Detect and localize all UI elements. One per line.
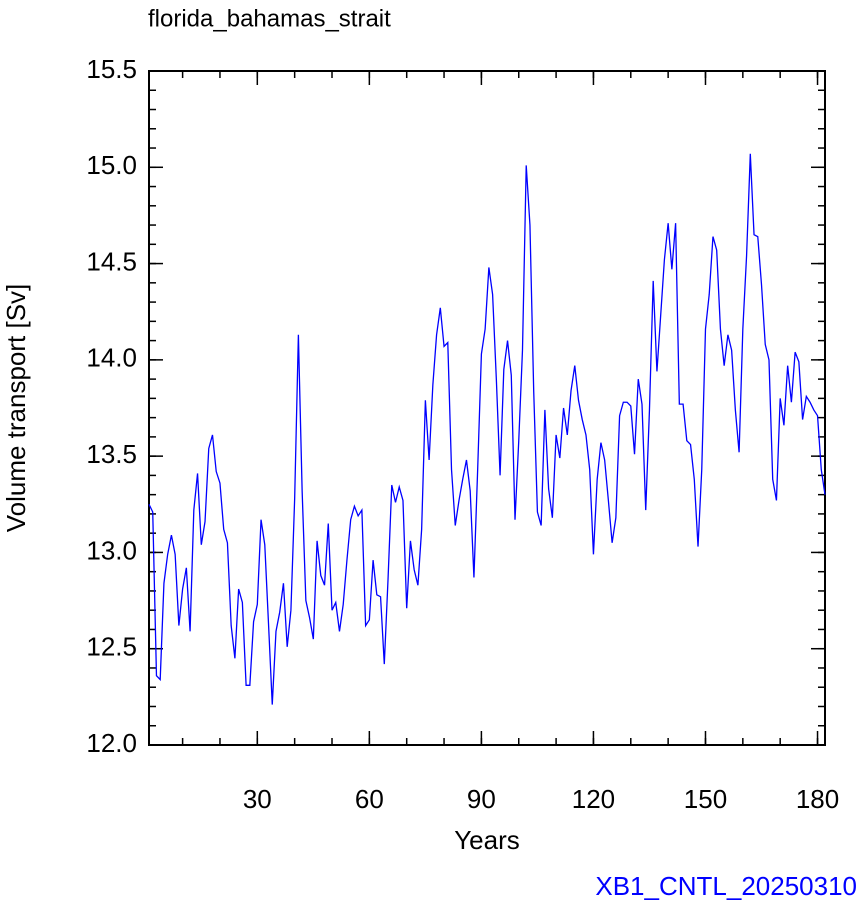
x-tick-label: 30 [243,784,272,814]
y-axis-label: Volume transport [Sv] [1,284,31,533]
y-tick-label: 12.0 [86,728,137,758]
x-axis-label: Years [454,825,520,855]
x-tick-label: 180 [796,784,839,814]
y-tick-label: 14.5 [86,246,137,276]
annotation: XB1_CNTL_20250310 [595,871,857,901]
x-tick-label: 60 [355,784,384,814]
y-tick-label: 13.0 [86,535,137,565]
plot-frame [148,70,826,746]
x-tick-label: 120 [572,784,615,814]
x-tick-label: 150 [684,784,727,814]
y-tick-label: 15.0 [86,150,137,180]
y-tick-label: 12.5 [86,632,137,662]
y-tick-label: 14.0 [86,343,137,373]
y-tick-label: 13.5 [86,439,137,469]
y-tick-label: 15.5 [86,54,137,84]
data-line [148,153,826,705]
chart-title: florida_bahamas_strait [148,5,391,32]
x-tick-label: 90 [467,784,496,814]
